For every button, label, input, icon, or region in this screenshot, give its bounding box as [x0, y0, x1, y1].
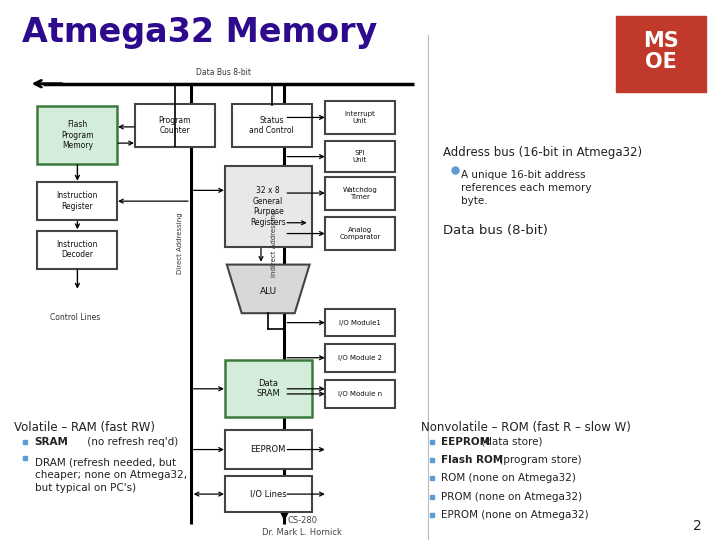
Text: PROM (none on Atmega32): PROM (none on Atmega32)	[441, 492, 582, 502]
Text: Instruction
Register: Instruction Register	[57, 192, 98, 211]
Text: (no refresh req'd): (no refresh req'd)	[84, 437, 178, 447]
Polygon shape	[227, 265, 310, 313]
Text: I/O Module n: I/O Module n	[338, 391, 382, 397]
Text: 32 x 8
General
Purpose
Registers: 32 x 8 General Purpose Registers	[251, 186, 286, 227]
FancyBboxPatch shape	[325, 380, 395, 408]
Text: (program store): (program store)	[497, 455, 582, 465]
Text: Status
and Control: Status and Control	[249, 116, 294, 135]
FancyBboxPatch shape	[325, 344, 395, 372]
Text: Nonvolatile – ROM (fast R – slow W): Nonvolatile – ROM (fast R – slow W)	[421, 421, 631, 434]
Text: Data Bus 8-bit: Data Bus 8-bit	[196, 68, 251, 77]
Text: 2: 2	[693, 519, 702, 534]
Text: A unique 16-bit address
references each memory
byte.: A unique 16-bit address references each …	[461, 170, 591, 206]
FancyBboxPatch shape	[616, 16, 706, 92]
Text: MS
OE: MS OE	[643, 31, 678, 72]
Text: Indirect Addressing: Indirect Addressing	[271, 210, 276, 276]
Text: EPROM (none on Atmega32): EPROM (none on Atmega32)	[441, 510, 589, 520]
FancyBboxPatch shape	[325, 101, 395, 134]
Text: SPI
Unit: SPI Unit	[353, 150, 367, 163]
Text: Volatile – RAM (fast RW): Volatile – RAM (fast RW)	[14, 421, 156, 434]
FancyBboxPatch shape	[225, 360, 312, 417]
Text: Watchdog
Timer: Watchdog Timer	[343, 186, 377, 200]
Text: EEPROM: EEPROM	[441, 437, 490, 447]
Text: Flash
Program
Memory: Flash Program Memory	[61, 120, 94, 150]
Text: Program
Counter: Program Counter	[158, 116, 191, 135]
FancyBboxPatch shape	[325, 309, 395, 336]
Text: DRAM (refresh needed, but
cheaper; none on Atmega32,
but typical on PC's): DRAM (refresh needed, but cheaper; none …	[35, 458, 186, 492]
Text: ALU: ALU	[260, 287, 276, 296]
FancyBboxPatch shape	[37, 106, 117, 164]
FancyBboxPatch shape	[135, 104, 215, 147]
Text: I/O Lines: I/O Lines	[250, 490, 287, 498]
Text: Atmega32 Memory: Atmega32 Memory	[22, 16, 377, 49]
Text: CS-280
Dr. Mark L. Hornick: CS-280 Dr. Mark L. Hornick	[263, 516, 342, 537]
Text: Instruction
Decoder: Instruction Decoder	[57, 240, 98, 259]
FancyBboxPatch shape	[232, 104, 312, 147]
Text: SRAM: SRAM	[35, 437, 68, 447]
Text: (data store): (data store)	[478, 437, 543, 447]
Text: Analog
Comparator: Analog Comparator	[339, 227, 381, 240]
FancyBboxPatch shape	[225, 430, 312, 469]
FancyBboxPatch shape	[37, 231, 117, 269]
FancyBboxPatch shape	[37, 182, 117, 220]
Text: Flash ROM: Flash ROM	[441, 455, 503, 465]
FancyBboxPatch shape	[225, 166, 312, 247]
FancyBboxPatch shape	[325, 177, 395, 210]
Text: Direct Addressing: Direct Addressing	[177, 212, 183, 274]
Text: ROM (none on Atmega32): ROM (none on Atmega32)	[441, 474, 576, 483]
Text: Interrupt
Unit: Interrupt Unit	[345, 111, 375, 124]
Text: I/O Module 2: I/O Module 2	[338, 355, 382, 361]
Text: EEPROM: EEPROM	[251, 445, 286, 454]
Text: Address bus (16-bit in Atmega32): Address bus (16-bit in Atmega32)	[443, 146, 642, 159]
Text: Data
SRAM: Data SRAM	[256, 379, 280, 399]
Text: I/O Module1: I/O Module1	[339, 320, 381, 326]
FancyBboxPatch shape	[225, 476, 312, 512]
Text: Data bus (8-bit): Data bus (8-bit)	[443, 224, 548, 237]
FancyBboxPatch shape	[325, 141, 395, 172]
FancyBboxPatch shape	[325, 217, 395, 250]
Text: Control Lines: Control Lines	[50, 313, 101, 322]
